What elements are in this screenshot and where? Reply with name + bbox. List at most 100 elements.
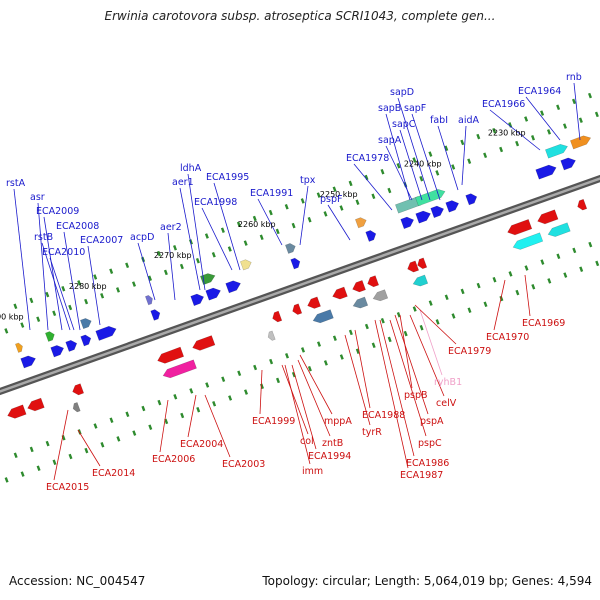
tick-mark [483,152,488,159]
tick-mark [300,198,305,204]
tick-mark [109,417,114,423]
tick-mark [524,265,529,271]
tick-mark [285,353,289,359]
gene-label-reverse: zntB [322,438,343,449]
gene-label-forward: rstA [6,178,26,189]
tick-mark [132,281,136,287]
tick-mark [556,253,561,260]
leader-line [297,359,331,437]
tick-mark [4,328,9,334]
tick-mark [476,282,481,289]
ruler-label: 2280 kbp [69,282,107,291]
leader-line [385,113,411,201]
gene-label-reverse: ECA2015 [46,482,89,493]
ruler-label: 2260 kbp [238,220,276,229]
tick-mark [125,262,130,269]
forward-gene [465,193,478,206]
ruler-label: 2230 kbp [488,129,526,138]
gene-label-reverse: col [300,436,314,447]
tick-mark [189,388,194,394]
tick-mark [36,316,41,322]
leader-line [414,304,457,345]
gene-label-forward: asr [30,192,45,203]
reverse-gene [72,383,85,396]
tick-mark [451,313,456,319]
tick-mark [323,211,328,217]
gene-label-forward: ECA1998 [194,197,237,208]
leader-line [419,309,443,376]
gene-label-reverse: ECA1999 [252,416,295,427]
leader-line [49,257,75,331]
tick-mark [259,234,264,241]
forward-gene [145,295,153,306]
tick-mark [211,252,216,258]
reverse-gene [72,402,81,413]
tick-mark [316,192,321,198]
leader-line [327,204,351,241]
gene-label-reverse: ECA1988 [362,410,405,421]
tick-mark [540,110,545,116]
leader-line [379,319,415,457]
leader-line [437,125,459,191]
leader-line [137,242,156,301]
tick-mark [419,175,424,182]
gene-label-forward: ECA1978 [346,153,389,164]
tick-mark [284,204,289,210]
leader-line [399,314,413,389]
gene-label-reverse: mppA [324,416,352,427]
leader-line [525,96,561,141]
tick-mark [276,377,280,384]
gene-label-forward: aer2 [160,222,182,233]
tick-mark [499,295,504,302]
tick-mark [93,274,98,280]
reverse-gene [307,296,321,309]
tick-mark [588,92,592,99]
tick-mark [228,395,233,401]
gene-label-reverse: pspA [420,416,444,427]
dna-backbone [0,174,600,396]
tick-mark [428,151,433,157]
leader-line [77,429,101,467]
gene-label-reverse: ECA2006 [152,454,195,465]
tick-mark [68,453,73,460]
gene-features [7,135,592,419]
leader-line [201,207,233,271]
tick-mark [572,98,576,105]
gene-label-forward: aidA [458,115,479,126]
leader-line [187,394,197,438]
gene-label-forward: pspF [320,194,342,205]
reverse-gene [537,209,559,225]
tick-mark [355,199,360,205]
forward-gene [240,259,252,271]
tick-mark [132,430,137,436]
forward-gene [80,334,92,347]
leader-line [299,354,333,415]
tick-mark [244,389,248,395]
tick-mark [467,307,472,313]
gene-label-forward: aer1 [172,177,194,188]
tick-mark [173,245,177,251]
tick-mark [212,401,217,407]
reverse-gene [577,198,588,211]
leader-line [461,125,467,186]
gene-label-forward: ECA1966 [482,99,525,110]
forward-gene [50,345,65,358]
tick-mark [547,278,552,284]
tick-mark [84,298,89,305]
forward-gene [45,331,55,342]
tick-mark [444,145,449,152]
tick-mark [547,129,551,135]
leader-line [41,242,71,331]
tick-mark [301,347,305,353]
gene-labels: 2290 kbp 2280 kbp 2270 kbp 2260 kbp 2250 kbp… [0,72,582,493]
tick-mark [572,247,577,254]
tick-mark [515,289,520,296]
leader-line [281,364,309,435]
gene-label-reverse: tyrR [362,427,382,438]
gene-label-reverse: ECA1979 [448,346,491,357]
gene-label-forward: rstB [34,232,53,243]
topology-summary: Topology: circular; Length: 5,064,019 bp… [262,574,592,588]
tick-mark [148,275,152,281]
reverse-gene [507,219,533,236]
